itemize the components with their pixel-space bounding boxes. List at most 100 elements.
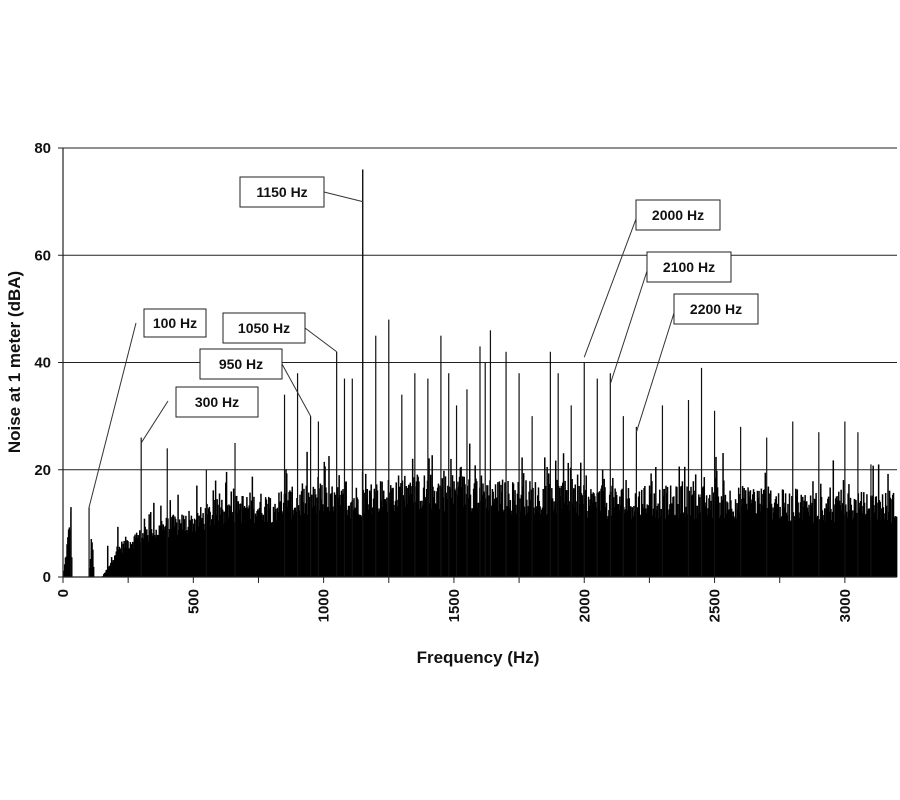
spectrum-bar: [738, 512, 741, 577]
peak-bar: [414, 373, 416, 577]
spectrum-bar: [433, 497, 435, 577]
spectrum-bar: [71, 557, 73, 577]
spectrum-bar: [815, 493, 817, 577]
spectrum-bar: [110, 562, 112, 577]
spectrum-bar: [757, 497, 759, 577]
spectrum-bar: [342, 489, 344, 577]
spectrum-bar: [128, 548, 131, 577]
spectrum-bar: [847, 493, 849, 577]
spectrum-bar: [375, 484, 378, 577]
spectrum-bar: [129, 542, 132, 577]
spectrum-bar: [145, 534, 147, 577]
spectrum-bar: [172, 514, 175, 577]
spectrum-bar: [677, 518, 680, 577]
spectrum-bar: [433, 490, 436, 577]
spectrum-bar: [167, 518, 169, 577]
spectrum-bar: [178, 519, 181, 577]
spectrum-bar: [694, 518, 696, 577]
spectrum-bar: [439, 485, 441, 577]
spectrum-bar: [212, 490, 215, 577]
spectrum-bar: [68, 527, 71, 577]
spectrum-bar: [245, 507, 247, 577]
spectrum-bar: [176, 534, 179, 577]
spectrum-bar: [674, 514, 677, 577]
peak-bar: [766, 437, 768, 577]
spectrum-bar: [446, 499, 448, 577]
spectrum-bar: [650, 473, 652, 577]
spectrum-bar: [716, 470, 718, 577]
spectrum-bar: [887, 473, 889, 577]
spectrum-bar: [332, 506, 334, 577]
spectrum-bar: [669, 485, 672, 577]
spectrum-bar: [486, 485, 489, 577]
spectrum-bar: [640, 489, 643, 577]
spectrum-bar: [339, 505, 342, 577]
spectrum-bar: [656, 506, 659, 577]
spectrum-bar: [239, 509, 241, 577]
spectrum-bar: [625, 480, 627, 577]
spectrum-bar: [416, 474, 419, 577]
spectrum-bar: [641, 504, 644, 577]
peak-bar: [844, 421, 846, 577]
spectrum-bar: [367, 504, 369, 577]
spectrum-bar: [664, 518, 666, 577]
spectrum-bar: [845, 511, 848, 577]
spectrum-bar: [293, 507, 296, 577]
spectrum-bar: [430, 508, 433, 577]
spectrum-bar: [752, 494, 754, 577]
spectrum-bar: [263, 521, 265, 577]
spectrum-bar: [347, 505, 350, 577]
spectrum-bar: [631, 507, 634, 577]
spectrum-bar: [174, 516, 176, 577]
spectrum-bar: [418, 481, 420, 577]
spectrum-bar: [644, 508, 647, 577]
spectrum-bar: [871, 495, 874, 577]
callout-label: 1150 Hz: [256, 184, 307, 200]
spectrum-bar: [107, 569, 110, 577]
spectrum-bar: [106, 545, 109, 577]
spectrum-bar: [216, 499, 218, 577]
spectrum-bar: [210, 525, 212, 577]
spectrum-bar: [576, 501, 578, 577]
spectrum-bar: [837, 495, 839, 577]
spectrum-bar: [533, 507, 535, 577]
spectrum-bar: [569, 501, 571, 577]
spectrum-bar: [814, 499, 817, 577]
spectrum-bar: [143, 518, 146, 577]
spectrum-bar: [780, 517, 782, 577]
spectrum-bar: [611, 485, 613, 577]
spectrum-bar: [445, 492, 448, 577]
spectrum-bar: [155, 529, 157, 577]
spectrum-bar: [548, 483, 551, 577]
spectrum-bar: [429, 474, 432, 577]
spectrum-bar: [863, 502, 866, 577]
spectrum-bar: [422, 505, 424, 577]
spectrum-bar: [776, 503, 778, 577]
spectrum-bar: [685, 506, 688, 577]
spectrum-bar: [668, 509, 670, 577]
spectrum-bar: [741, 486, 744, 577]
spectrum-bar: [784, 507, 786, 577]
peak-bar: [375, 335, 377, 577]
spectrum-bar: [816, 517, 818, 577]
spectrum-bar: [458, 486, 460, 577]
spectrum-bar: [839, 505, 842, 577]
spectrum-bar: [126, 540, 129, 577]
spectrum-bar: [185, 530, 188, 577]
spectrum-bar: [618, 510, 620, 577]
spectrum-bar: [280, 491, 283, 577]
spectrum-bar: [695, 518, 698, 577]
spectrum-bar: [164, 529, 166, 577]
spectrum-bar: [149, 531, 151, 577]
spectrum-bar: [768, 493, 770, 577]
spectrum-bar: [386, 497, 388, 577]
spectrum-bar: [284, 493, 286, 577]
spectrum-bar: [278, 502, 281, 577]
callout-box: [175, 386, 259, 418]
spectrum-bar: [525, 480, 527, 577]
spectrum-bar: [174, 518, 177, 577]
spectrum-bar: [891, 499, 893, 577]
spectrum-bar: [501, 492, 503, 577]
spectrum-bar: [354, 507, 356, 577]
spectrum-bar: [239, 503, 242, 577]
